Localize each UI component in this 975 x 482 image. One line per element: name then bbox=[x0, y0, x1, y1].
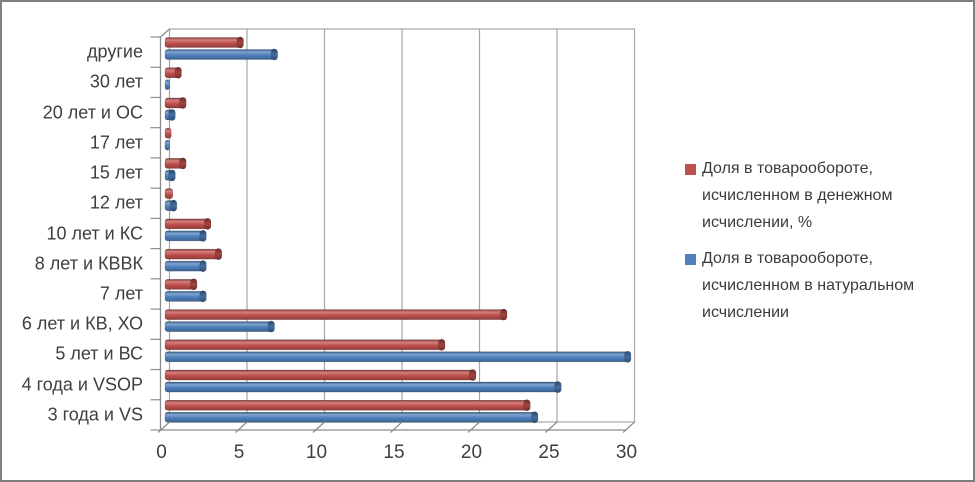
category-label-8: 8 лет и КВВК bbox=[34, 253, 143, 274]
legend-label-line: исчислении, % bbox=[702, 214, 813, 231]
category-label-1: другие bbox=[87, 41, 143, 62]
bar-end-cap bbox=[179, 157, 187, 170]
category-label-13: 3 года и VS bbox=[47, 404, 143, 425]
x-tick-15 bbox=[390, 421, 403, 433]
legend-label: Доля в товарообороте, исчисленном в денеж… bbox=[702, 155, 892, 236]
bar-s0-другие bbox=[164, 37, 243, 48]
bar-s0-5 лет и ВС bbox=[164, 339, 445, 351]
bar-end-cap bbox=[170, 199, 178, 212]
bar-end-cap bbox=[199, 260, 207, 272]
category-label-4: 17 лет bbox=[89, 132, 143, 153]
bar-end-cap bbox=[236, 36, 244, 49]
bar-s1-7 лет bbox=[164, 291, 206, 302]
legend-label-line: исчисленном в натуральном bbox=[702, 277, 915, 294]
bar-s0-17 лет bbox=[164, 127, 172, 139]
bar-end-cap bbox=[199, 290, 207, 303]
bar-s1-17 лет bbox=[164, 139, 170, 151]
legend-label-line: Доля в товарообороте, bbox=[702, 250, 873, 267]
bar-s1-3 года и VS bbox=[164, 411, 538, 423]
x-axis-tick-label-5: 5 bbox=[233, 442, 245, 463]
bar-end-cap bbox=[270, 48, 278, 61]
category-label-12: 4 года и VSOP bbox=[21, 374, 143, 395]
bar-end-cap bbox=[438, 338, 446, 351]
bar-s0-8 лет и КВВК bbox=[164, 248, 222, 260]
category-label-10: 6 лет и КВ, ХО bbox=[21, 313, 143, 334]
bar-s0-6 лет и КВ, ХО bbox=[164, 309, 507, 320]
bar-s1-другие bbox=[164, 49, 277, 60]
legend-label-line: исчисленном в денежном bbox=[702, 187, 893, 204]
bar-end-cap bbox=[531, 411, 539, 424]
bar-s1-10 лет и КС bbox=[164, 230, 206, 242]
x-axis-tick-label-0: 0 bbox=[156, 442, 167, 463]
chart-legend: Доля в товарообороте, исчисленном в денеж… bbox=[685, 155, 973, 335]
category-label-5: 15 лет bbox=[89, 162, 143, 183]
bar-end-cap bbox=[500, 308, 508, 321]
bar-end-cap bbox=[179, 97, 187, 109]
bar-s1-4 года и VSOP bbox=[164, 381, 561, 393]
bar-s1-8 лет и КВВК bbox=[164, 260, 206, 272]
bar-end-cap bbox=[174, 66, 182, 79]
bar-end-cap bbox=[523, 399, 531, 412]
bar-s1-30 лет bbox=[164, 79, 170, 91]
x-tick-10 bbox=[312, 421, 325, 433]
legend-swatch-icon bbox=[685, 254, 696, 265]
x-axis-tick-label-20: 20 bbox=[460, 442, 483, 463]
legend-item-1: Доля в товарообороте, исчисленном в денеж… bbox=[685, 155, 973, 236]
category-label-9: 7 лет bbox=[99, 283, 143, 304]
category-label-2: 30 лет bbox=[89, 71, 143, 92]
legend-item-2: Доля в товарообороте, исчисленном в натур… bbox=[685, 245, 973, 326]
bar-end-cap bbox=[168, 169, 176, 182]
x-tick-25 bbox=[545, 421, 558, 433]
category-label-11: 5 лет и ВС bbox=[55, 343, 143, 364]
bar-s0-3 года и VS bbox=[164, 399, 530, 411]
bar-end-cap bbox=[267, 320, 275, 333]
wall-top-bevel bbox=[160, 28, 170, 38]
bar-end-cap bbox=[554, 381, 562, 393]
x-tick-5 bbox=[235, 421, 248, 433]
bar-end-cap bbox=[199, 230, 207, 242]
x-axis-tick-label-15: 15 bbox=[383, 442, 405, 463]
category-label-7: 10 лет и КС bbox=[46, 223, 143, 243]
legend-swatch-icon bbox=[685, 164, 696, 175]
bar-end-cap bbox=[215, 248, 223, 260]
bar-s0-10 лет и КС bbox=[164, 218, 211, 230]
bar-s1-5 лет и ВС bbox=[164, 351, 631, 363]
x-axis-tick-label-30: 30 bbox=[615, 442, 638, 463]
x-tick-30 bbox=[622, 421, 635, 433]
bar-end-cap bbox=[190, 278, 198, 291]
bar-end-cap bbox=[204, 218, 212, 230]
bar-s0-12 лет bbox=[164, 188, 174, 199]
bar-end-cap bbox=[469, 369, 477, 381]
legend-label-line: Доля в товарообороте, bbox=[702, 160, 873, 177]
bar-end-cap bbox=[624, 350, 632, 363]
x-axis-tick-label-25: 25 bbox=[538, 442, 560, 463]
bar-s0-4 года и VSOP bbox=[164, 369, 476, 381]
bar-s1-6 лет и КВ, ХО bbox=[164, 321, 274, 332]
x-tick-20 bbox=[467, 421, 480, 433]
category-label-3: 20 лет и ОС bbox=[42, 102, 143, 123]
legend-label: Доля в товарообороте, исчисленном в натур… bbox=[702, 245, 914, 326]
x-axis-tick-label-10: 10 bbox=[305, 442, 328, 463]
x-tick-0 bbox=[157, 421, 170, 433]
category-label-6: 12 лет bbox=[89, 192, 143, 213]
bar-end-cap bbox=[168, 109, 176, 121]
legend-label-line: исчислении bbox=[702, 304, 789, 321]
